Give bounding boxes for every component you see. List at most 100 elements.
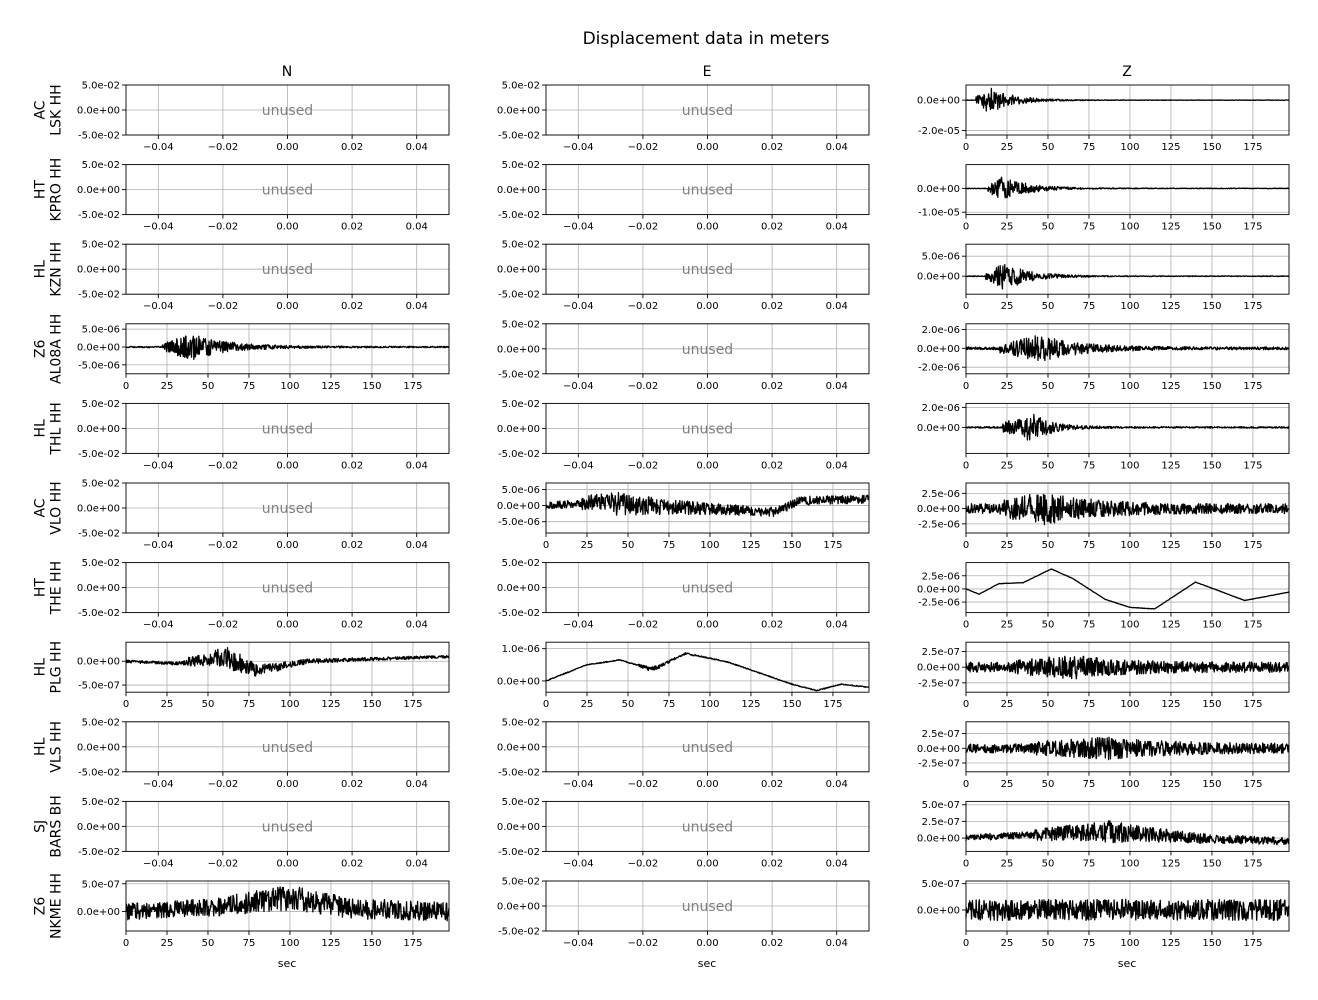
y-tick-label: 0.0e+00 (497, 822, 540, 833)
x-tick-label: 100 (1120, 779, 1139, 790)
x-tick-label: 0.00 (696, 222, 718, 233)
waveform-trace (965, 413, 1290, 441)
x-tick-label: 125 (1161, 858, 1180, 869)
x-tick-label: 125 (1161, 301, 1180, 312)
y-tick-label: 0.0e+00 (497, 185, 540, 196)
x-tick-label: 75 (1083, 540, 1096, 551)
x-tick-label: 150 (1202, 699, 1221, 710)
y-tick-label: 0.0e+00 (497, 676, 540, 687)
x-tick-label: 50 (622, 699, 635, 710)
x-tick-label: 25 (1001, 540, 1014, 551)
x-tick-label: 100 (700, 699, 719, 710)
panel-grid: ACLSK HH unused−0.04 −0.02 0.00 0.02 0.045.0e… (33, 81, 1290, 949)
panel-n-1: unused −0.04 −0.02 0.00 0.02 0.04 5.0e-02 0.0e+… (77, 160, 450, 233)
panel-e-5: 0 25 50 75 100 125 150 175 5.0e-06 0.0e+00 -5.0e-0… (497, 482, 870, 551)
y-tick-label: 0.0e+00 (77, 583, 120, 594)
y-tick-label: 0.0e+00 (917, 423, 960, 434)
x-tick-label: 25 (581, 540, 594, 551)
station-network: HL (33, 737, 49, 756)
x-tick-label: 175 (1243, 381, 1262, 392)
y-tick-label: 5.0e-07 (82, 879, 120, 890)
x-tick-label: 0.00 (276, 460, 298, 471)
x-tick-label: 50 (1042, 699, 1055, 710)
panel-n-6: unused −0.04 −0.02 0.00 0.02 0.04 5.0e-02 0.0e+… (77, 558, 450, 631)
x-tick-label: −0.04 (563, 938, 594, 949)
station-label: Z6AL08A HH (33, 314, 65, 384)
x-tick-label: 125 (1161, 779, 1180, 790)
x-tick-label: 150 (1202, 301, 1221, 312)
x-tick-label: 0.00 (276, 779, 298, 790)
x-axis-label-e: sec (698, 957, 717, 970)
y-tick-label: -2.5e-06 (918, 598, 960, 609)
panel-frame (965, 721, 1290, 773)
station-row-0: ACLSK HH unused −0.04 −0.02 0.00 0.02 0.04 5.0e… (33, 81, 1290, 153)
x-tick-label: 0 (963, 938, 969, 949)
x-tick-label: 0.04 (406, 779, 428, 790)
waveform-trace (125, 886, 450, 922)
station-network: HL (33, 419, 49, 438)
x-tick-label: 175 (1243, 938, 1262, 949)
x-tick-label: 175 (403, 699, 422, 710)
x-tick-label: −0.04 (563, 301, 594, 312)
panel-e-4: unused −0.04 −0.02 0.00 0.02 0.04 5.0e-02 0.0e+… (497, 399, 870, 471)
x-tick-label: −0.04 (563, 779, 594, 790)
y-tick-label: 5.0e-02 (502, 81, 540, 92)
y-tick-label: 5.0e-02 (82, 399, 120, 410)
unused-label: unused (262, 421, 313, 437)
x-tick-label: 0.00 (696, 381, 718, 392)
x-tick-label: 0.04 (826, 222, 848, 233)
x-tick-label: 50 (1042, 938, 1055, 949)
panel-frame (965, 402, 1290, 454)
x-tick-label: 0.04 (826, 301, 848, 312)
x-tick-label: −0.02 (628, 779, 659, 790)
x-tick-label: 25 (161, 381, 174, 392)
y-tick-label: 0.0e+00 (917, 184, 960, 195)
y-tick-label: 2.0e-06 (922, 325, 960, 336)
x-tick-label: 100 (1120, 540, 1139, 551)
x-tick-label: 100 (1120, 301, 1139, 312)
panel-e-3: unused −0.04 −0.02 0.00 0.02 0.04 5.0e-02 0.0e+… (497, 319, 870, 392)
x-tick-label: 0.00 (696, 938, 718, 949)
waveform-trace (545, 492, 870, 518)
panel-frame (965, 243, 1290, 295)
y-tick-label: 0.0e+00 (917, 905, 960, 916)
x-tick-label: 150 (782, 540, 801, 551)
y-tick-label: 5.0e-02 (82, 160, 120, 171)
y-tick-label: 0.0e+00 (77, 907, 120, 918)
x-tick-label: 75 (1083, 858, 1096, 869)
waveform-trace (965, 264, 1290, 290)
station-network: HL (33, 658, 49, 677)
y-tick-label: 0.0e+00 (917, 744, 960, 755)
x-tick-label: 175 (1243, 620, 1262, 631)
y-tick-label: 0.0e+00 (917, 584, 960, 595)
x-tick-label: 75 (1083, 938, 1096, 949)
x-tick-label: −0.02 (208, 222, 239, 233)
x-tick-label: 100 (280, 938, 299, 949)
x-tick-label: 150 (1202, 938, 1221, 949)
y-tick-label: -5.0e-06 (498, 517, 540, 528)
panel-n-0: unused −0.04 −0.02 0.00 0.02 0.04 5.0e-02 0.0e+… (77, 81, 450, 153)
x-tick-label: 150 (362, 381, 381, 392)
x-tick-label: 125 (741, 699, 760, 710)
panel-z-10: 0 25 50 75 100 125 150 175 5.0e-07 0.0e+00 (917, 879, 1290, 949)
x-tick-label: 100 (1120, 858, 1139, 869)
x-tick-label: 25 (1001, 699, 1014, 710)
x-tick-label: 0 (963, 620, 969, 631)
x-tick-label: 50 (1042, 620, 1055, 631)
station-code: BARS BH (49, 795, 65, 857)
unused-label: unused (262, 740, 313, 756)
x-tick-label: 0 (963, 142, 969, 153)
x-tick-label: 25 (1001, 858, 1014, 869)
panel-z-4: 0 25 50 75 100 125 150 175 2.0e-06 0.0e+00 (917, 402, 1290, 471)
y-tick-label: 2.0e-06 (922, 403, 960, 414)
x-tick-label: 75 (1083, 460, 1096, 471)
y-tick-label: -5.0e-02 (498, 290, 540, 301)
x-tick-label: 75 (663, 699, 676, 710)
panel-z-1: 0 25 50 75 100 125 150 175 0.0e+00 -1.0e-05 (917, 164, 1290, 233)
panel-frame (545, 482, 870, 534)
waveform-trace (965, 898, 1290, 922)
x-tick-label: 100 (280, 699, 299, 710)
y-tick-label: 5.0e-02 (502, 240, 540, 251)
x-tick-label: −0.02 (628, 858, 659, 869)
unused-label: unused (682, 262, 733, 278)
